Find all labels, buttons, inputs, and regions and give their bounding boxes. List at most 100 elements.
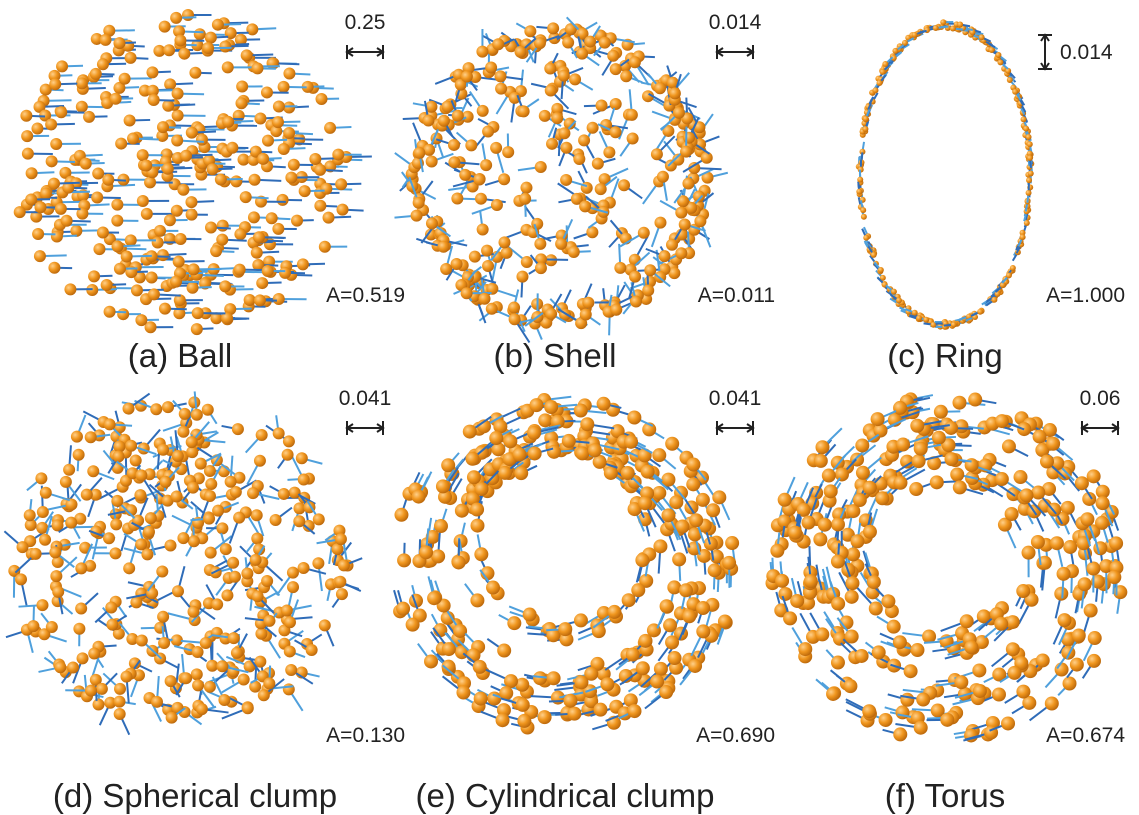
particle — [1016, 685, 1030, 699]
particle — [872, 645, 886, 659]
particle — [1107, 570, 1121, 584]
particle — [1007, 666, 1021, 680]
particle — [814, 454, 828, 468]
particle — [512, 447, 526, 461]
particle — [518, 105, 530, 117]
particle — [192, 646, 204, 658]
particle — [144, 176, 156, 188]
particle — [531, 218, 543, 230]
particle — [659, 250, 671, 262]
particle — [539, 110, 551, 122]
particle — [712, 490, 726, 504]
particle — [896, 705, 910, 719]
particle — [431, 549, 445, 563]
scale-label: 0.041 — [709, 387, 762, 410]
particle — [93, 243, 105, 255]
particle — [85, 431, 97, 443]
particle — [216, 522, 228, 534]
particle — [434, 519, 448, 533]
particle — [162, 401, 174, 413]
particle — [876, 80, 882, 86]
particle — [225, 476, 237, 488]
particle — [558, 622, 572, 636]
scale-label: 0.041 — [339, 387, 392, 410]
particle — [170, 276, 182, 288]
particle — [148, 288, 160, 300]
particle — [111, 215, 123, 227]
particle — [469, 251, 481, 263]
particle — [148, 94, 160, 106]
particle — [127, 133, 139, 145]
particle — [629, 271, 641, 283]
particle — [196, 703, 208, 715]
particle — [296, 452, 308, 464]
particle — [863, 235, 869, 241]
particle — [192, 679, 204, 691]
particle — [113, 37, 125, 49]
particle — [234, 264, 246, 276]
particle — [146, 272, 158, 284]
particle — [498, 173, 510, 185]
particle — [1055, 663, 1069, 677]
particle — [319, 619, 331, 631]
particle — [618, 179, 630, 191]
particle — [831, 517, 845, 531]
particle — [448, 156, 460, 168]
particle — [1019, 488, 1033, 502]
particle — [87, 465, 99, 477]
particle — [218, 694, 230, 706]
particle — [467, 470, 481, 484]
particle — [701, 152, 713, 164]
particle — [191, 668, 203, 680]
particle — [706, 503, 720, 517]
particle — [110, 93, 122, 105]
particle — [188, 535, 200, 547]
particle — [204, 490, 216, 502]
particle — [258, 689, 270, 701]
particle — [696, 493, 710, 507]
particle — [137, 195, 149, 207]
particle — [1005, 68, 1011, 74]
particle — [134, 489, 146, 501]
particle — [135, 538, 147, 550]
particle — [81, 489, 93, 501]
particle — [686, 458, 700, 472]
particle — [1033, 430, 1047, 444]
particle — [627, 704, 641, 718]
particle — [285, 664, 297, 676]
order-parameter: A=0.519 — [326, 284, 405, 307]
particle — [413, 147, 425, 159]
particle — [995, 472, 1009, 486]
particle — [335, 178, 347, 190]
scale-bar — [347, 45, 383, 59]
particle — [30, 548, 42, 560]
particle — [240, 191, 252, 203]
particle — [639, 634, 653, 648]
particle — [438, 115, 450, 127]
particle — [263, 615, 275, 627]
particle — [261, 575, 273, 587]
particle — [188, 606, 200, 618]
particle — [977, 309, 983, 315]
particle — [597, 397, 611, 411]
particle — [109, 547, 121, 559]
particle — [202, 42, 214, 54]
particle — [951, 322, 957, 328]
particle — [1109, 536, 1123, 550]
particle — [856, 189, 862, 195]
particle — [940, 713, 954, 727]
particle — [547, 22, 559, 34]
particle — [1040, 455, 1054, 469]
particle — [313, 513, 325, 525]
particle — [682, 178, 694, 190]
particle — [135, 469, 147, 481]
particle — [291, 215, 303, 227]
particle — [177, 532, 189, 544]
particle — [262, 265, 274, 277]
particle — [1007, 77, 1013, 83]
particle — [141, 208, 153, 220]
particle — [267, 57, 279, 69]
particle — [1084, 604, 1098, 618]
particle — [254, 113, 266, 125]
particle — [896, 438, 910, 452]
